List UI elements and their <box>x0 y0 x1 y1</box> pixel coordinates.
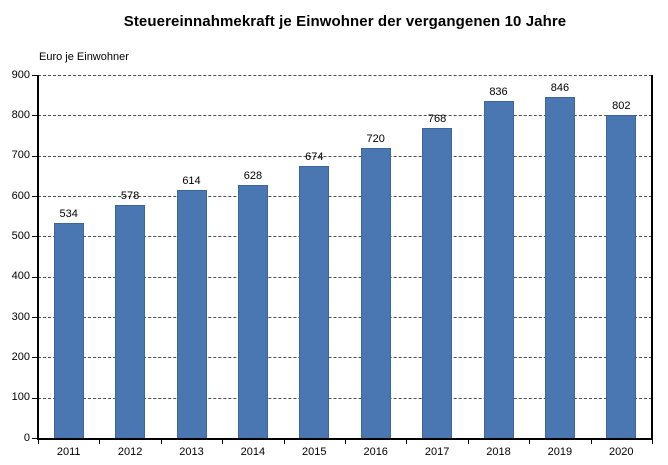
x-tick-label: 2017 <box>424 446 450 458</box>
y-axis-line <box>37 75 39 440</box>
x-tick-label: 2012 <box>117 446 143 458</box>
bar-value-label: 534 <box>59 207 78 220</box>
x-tick-label: 2011 <box>56 446 81 458</box>
x-axis-tick <box>529 440 531 444</box>
gridline <box>38 115 652 117</box>
x-axis-tick <box>590 440 592 444</box>
plot-right-border <box>651 75 653 438</box>
y-axis-unit-label: Euro je Einwohner <box>39 51 129 63</box>
x-tick-label: 2018 <box>486 446 511 458</box>
bar <box>606 114 637 438</box>
y-tick-label: 700 <box>11 149 30 162</box>
y-axis-tick <box>32 236 38 238</box>
bar <box>115 204 146 438</box>
bar <box>483 100 514 438</box>
x-tick-label: 2014 <box>240 446 266 458</box>
x-axis-tick <box>345 440 346 444</box>
bar-value-label: 614 <box>182 175 201 188</box>
y-tick-label: 500 <box>11 229 30 242</box>
gridline <box>38 276 652 278</box>
bar-value-label: 720 <box>366 132 385 145</box>
y-axis-tick <box>32 438 38 439</box>
x-axis-tick <box>652 440 653 444</box>
y-tick-label: 400 <box>11 270 30 283</box>
x-axis-tick <box>160 440 162 444</box>
bar-value-label: 836 <box>489 85 508 98</box>
gridline <box>38 397 652 399</box>
y-tick-label: 300 <box>11 310 30 323</box>
y-axis-tick <box>32 317 38 318</box>
bar <box>176 190 207 438</box>
bar <box>360 147 391 438</box>
y-tick-label: 800 <box>11 108 30 121</box>
x-axis-tick <box>283 440 285 444</box>
y-tick-label: 900 <box>11 68 30 81</box>
x-tick-label: 2019 <box>547 446 573 458</box>
x-tick-label: 2013 <box>179 446 204 458</box>
bar <box>422 128 453 438</box>
y-axis-tick <box>32 276 38 278</box>
x-axis-tick <box>467 440 469 444</box>
y-axis-tick <box>32 357 38 359</box>
y-tick-label: 100 <box>11 391 30 404</box>
chart-title: Steuereinnahmekraft je Einwohner der ver… <box>123 13 567 30</box>
bar-value-label: 578 <box>120 189 140 202</box>
x-tick-label: 2015 <box>302 446 327 458</box>
x-tick-label: 2020 <box>609 446 634 458</box>
x-axis-tick <box>38 440 39 444</box>
bar <box>237 184 268 438</box>
gridline <box>38 317 652 318</box>
gridline <box>38 155 652 157</box>
plot-area: 0 100 200 300 400 500 600 700 800 900 534 578 614 62… <box>12 69 653 458</box>
bar <box>544 96 575 438</box>
y-axis-tick <box>32 115 38 117</box>
x-axis-tick <box>222 440 224 444</box>
x-axis-line <box>37 438 653 440</box>
bar <box>53 222 84 438</box>
y-axis-tick <box>32 397 38 399</box>
bar-value-label: 802 <box>612 99 631 112</box>
gridline <box>38 236 652 238</box>
bar-value-label: 846 <box>550 81 570 94</box>
y-tick-label: 0 <box>23 431 30 444</box>
y-axis-tick <box>32 196 38 197</box>
bar-value-label: 628 <box>243 169 263 182</box>
x-tick-label: 2016 <box>363 446 388 458</box>
gridline <box>38 75 652 76</box>
y-axis-tick <box>32 155 38 157</box>
gridline <box>38 357 652 359</box>
bar-value-label: 674 <box>305 151 324 164</box>
gridline <box>38 196 652 197</box>
bar <box>299 166 330 438</box>
y-tick-label: 600 <box>11 189 30 202</box>
y-tick-label: 200 <box>11 350 30 363</box>
y-axis-tick <box>32 75 38 76</box>
x-axis-tick <box>99 440 101 444</box>
x-axis-tick <box>406 440 408 444</box>
bar-value-label: 768 <box>427 113 447 126</box>
